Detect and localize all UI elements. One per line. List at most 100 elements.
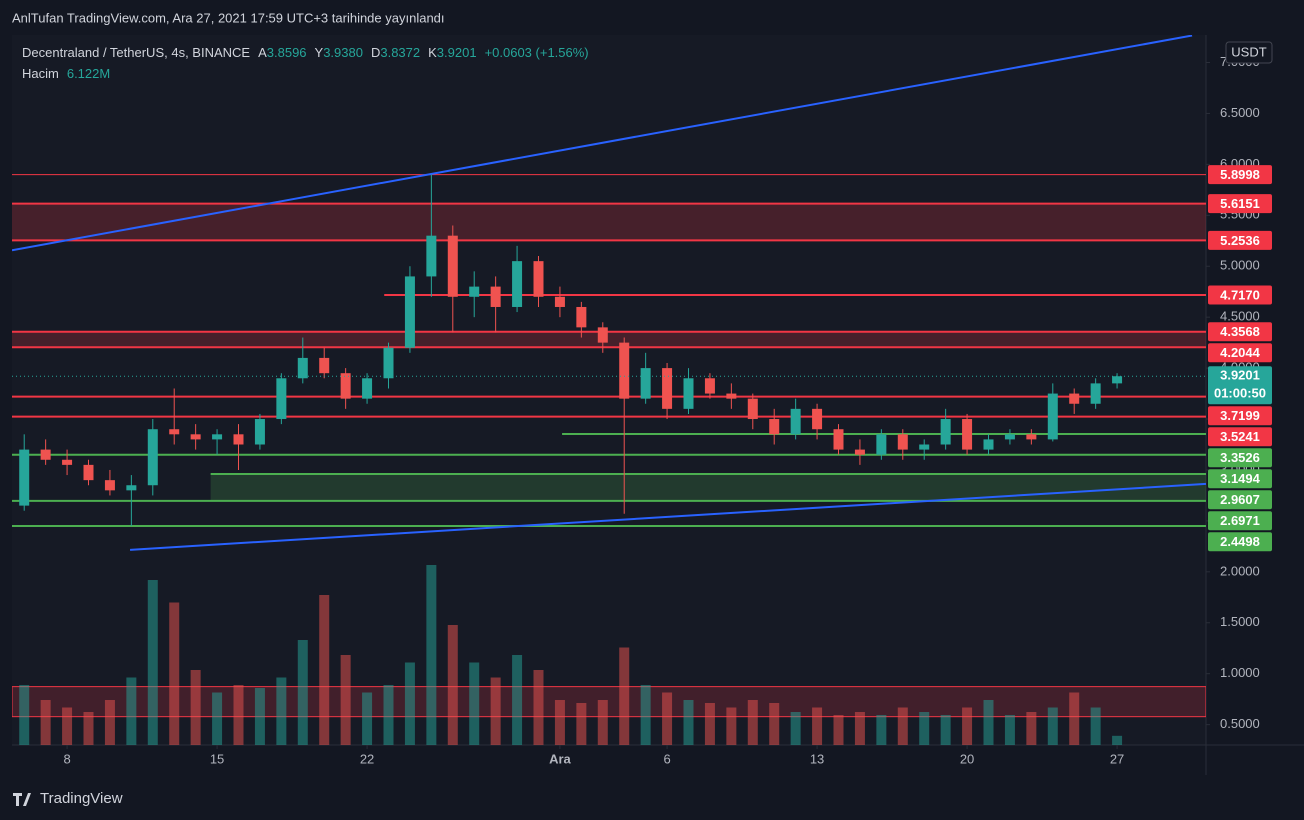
candle-body — [426, 235, 437, 277]
volume-bar — [104, 700, 115, 745]
volume-bar — [512, 655, 523, 745]
candle-body — [919, 444, 930, 450]
price-tag-label: 3.3526 — [1220, 450, 1260, 465]
volume-bar — [126, 677, 137, 745]
price-tag — [1208, 448, 1272, 468]
candle-body — [83, 464, 94, 481]
volume-bar — [554, 700, 565, 745]
x-tick-label: 15 — [210, 751, 224, 766]
volume-bar — [833, 715, 844, 745]
candle-body — [19, 449, 30, 506]
candle-body — [940, 419, 951, 445]
candle-body — [254, 419, 265, 445]
candle-body — [276, 378, 287, 420]
volume-bar — [747, 700, 758, 745]
volume-bar — [62, 707, 73, 745]
price-tag — [1208, 406, 1272, 426]
volume-bar — [940, 715, 951, 745]
volume-legend: Hacim 6.122M — [22, 66, 110, 81]
last-price-tag — [1208, 366, 1272, 405]
candle-body — [897, 434, 908, 450]
price-tag — [1208, 165, 1272, 185]
candle-body — [362, 378, 373, 399]
symbol: Decentraland / TetherUS, 4s, BINANCE — [22, 45, 250, 60]
candle-body — [790, 408, 801, 435]
volume-bar — [362, 692, 373, 745]
candle-body — [1112, 376, 1123, 384]
high-key: Y — [315, 45, 324, 60]
volume-bar — [1004, 715, 1015, 745]
price-tag — [1208, 343, 1272, 363]
logo-mark — [13, 793, 31, 806]
candle-body — [490, 286, 501, 307]
x-tick-label: 20 — [960, 751, 974, 766]
volume-bar — [426, 565, 437, 745]
volume-bar — [490, 677, 501, 745]
chart-layer: 7.00006.50006.00005.50005.00004.50004.00… — [12, 35, 1273, 766]
price-tag-label: 4.7170 — [1220, 287, 1260, 302]
currency-label: USDT — [1231, 44, 1266, 59]
volume-bar — [683, 700, 694, 745]
candle-body — [983, 439, 994, 450]
brand-name: TradingView — [40, 790, 123, 807]
countdown-label: 01:00:50 — [1214, 386, 1266, 401]
high-value: 3.9380 — [323, 45, 363, 60]
candle-body — [576, 306, 587, 328]
candle-body — [640, 368, 651, 399]
candle-body — [962, 419, 973, 450]
price-tag — [1208, 532, 1272, 552]
low-key: D — [371, 45, 380, 60]
volume-bar — [83, 712, 94, 745]
volume-title: Hacim — [22, 66, 59, 81]
trend-line — [130, 482, 1206, 551]
candle-body — [704, 378, 715, 394]
plot — [12, 35, 1206, 745]
volume-bar — [469, 662, 480, 745]
candle-body — [512, 261, 523, 307]
volume-bar — [919, 712, 930, 745]
plot-area — [12, 35, 1206, 745]
volume-bar — [897, 707, 908, 745]
volume-bar — [447, 625, 458, 745]
volume-bar — [19, 685, 30, 745]
price-tag-label: 3.7199 — [1220, 408, 1260, 423]
volume-value: 6.122M — [67, 66, 110, 81]
candle-body — [319, 357, 330, 374]
trend-line — [12, 35, 1193, 252]
x-tick-label: Ara — [549, 751, 571, 766]
volume-bar — [1047, 707, 1058, 745]
candle-body — [469, 286, 480, 297]
volume-bar — [533, 670, 544, 745]
price-tag-label: 4.3568 — [1220, 324, 1260, 339]
candle-body — [190, 434, 201, 440]
x-tick-label: 13 — [810, 751, 824, 766]
volume-bar — [597, 700, 608, 745]
candle-body — [104, 480, 115, 491]
candle-body — [297, 357, 308, 379]
price-tag — [1208, 427, 1272, 447]
open-key: A — [258, 45, 267, 60]
volume-bar — [233, 685, 244, 745]
price-tag — [1208, 230, 1272, 250]
y-tick-label: 0.5000 — [1220, 716, 1260, 731]
volume-bar — [640, 685, 651, 745]
candle-body — [233, 434, 244, 445]
volume-bar — [404, 662, 415, 745]
symbol-legend: Decentraland / TetherUS, 4s, BINANCE A3.8… — [22, 45, 589, 60]
volume-bar — [812, 707, 823, 745]
candle-body — [126, 485, 137, 491]
candle-body — [169, 429, 180, 435]
volume-bar — [212, 692, 223, 745]
volume-bar — [276, 677, 287, 745]
currency-box — [1225, 41, 1273, 64]
y-tick-label: 1.0000 — [1220, 665, 1260, 680]
published-header: AnlTufan TradingView.com, Ara 27, 2021 1… — [12, 10, 445, 25]
price-tag-label: 2.4498 — [1220, 534, 1260, 549]
volume-bar — [619, 647, 630, 745]
y-tick-label: 5.0000 — [1220, 258, 1260, 273]
price-tag — [1208, 469, 1272, 489]
y-tick-label: 2.0000 — [1220, 563, 1260, 578]
candle-body — [1069, 393, 1080, 404]
candle-body — [812, 408, 823, 430]
